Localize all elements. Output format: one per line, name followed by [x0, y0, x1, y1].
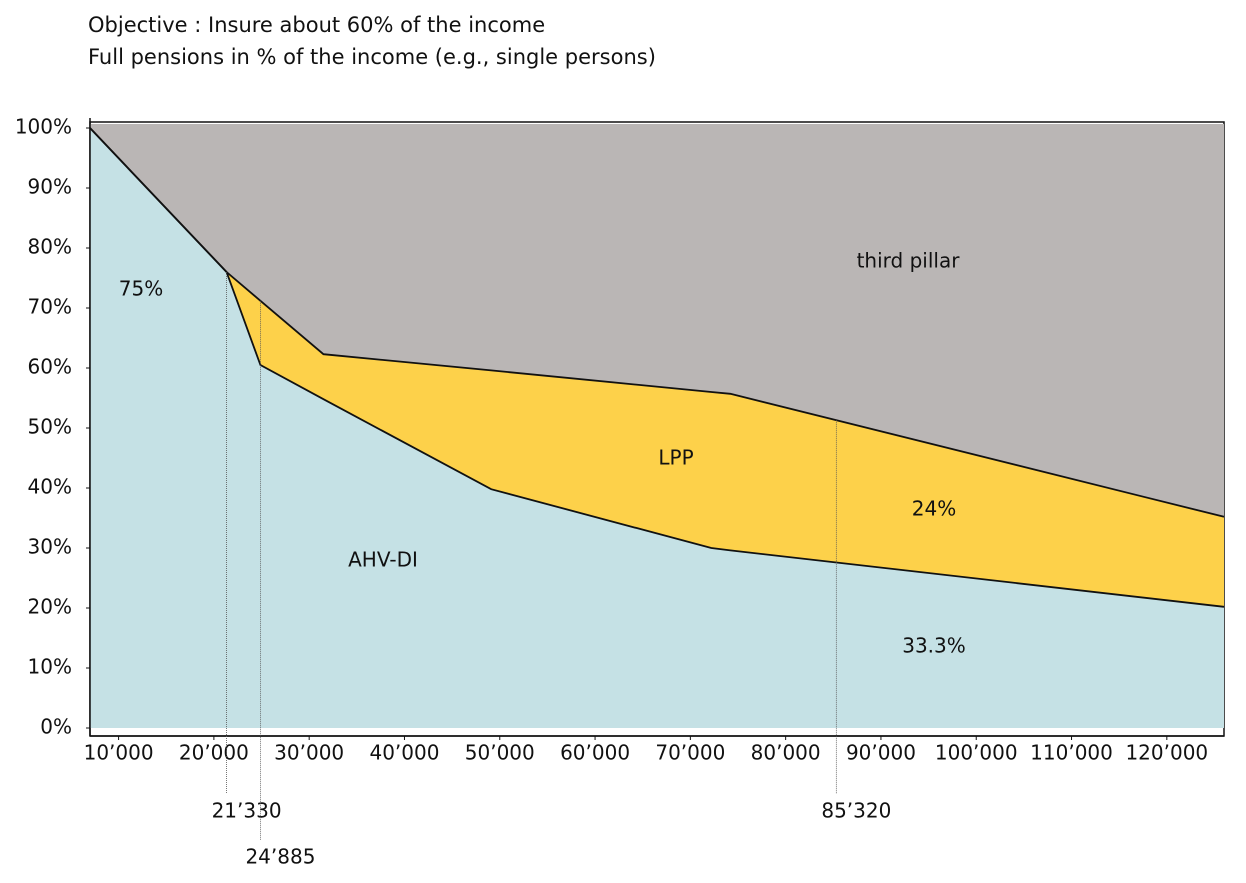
x-tick-label: 40’000 [369, 741, 439, 765]
x-tick-label: 70’000 [655, 741, 725, 765]
annotation: AHV-DI [348, 548, 418, 572]
y-tick-label: 60% [28, 355, 72, 379]
y-tick-label: 30% [28, 535, 72, 559]
chart-title: Objective : Insure about 60% of the inco… [88, 13, 545, 37]
top-area [90, 124, 1224, 517]
annotation: LPP [658, 446, 693, 470]
y-tick-label: 0% [40, 715, 72, 739]
marker-label: 21’330 [212, 799, 282, 823]
y-tick-label: 40% [28, 475, 72, 499]
x-tick-label: 120’000 [1125, 741, 1208, 765]
x-tick-label: 50’000 [465, 741, 535, 765]
marker-label: 24’885 [245, 845, 315, 869]
y-tick-label: 90% [28, 175, 72, 199]
area [90, 128, 1224, 607]
x-tick-label: 90’000 [846, 741, 916, 765]
x-tick-label: 30’000 [274, 741, 344, 765]
annotation: 24% [912, 497, 956, 521]
annotation: 33.3% [902, 634, 966, 658]
x-tick-label: 60’000 [560, 741, 630, 765]
area [90, 128, 1224, 728]
y-tick-label: 10% [28, 655, 72, 679]
y-tick-label: 100% [15, 115, 72, 139]
annotation: 75% [119, 277, 163, 301]
x-tick-label: 80’000 [751, 741, 821, 765]
y-tick-label: 80% [28, 235, 72, 259]
x-tick-label: 110’000 [1030, 741, 1113, 765]
annotation: third pillar [857, 249, 961, 273]
y-tick-label: 50% [28, 415, 72, 439]
chart-subtitle: Full pensions in % of the income (e.g., … [88, 45, 656, 69]
boundary-line [89, 127, 1225, 518]
boundary-line [89, 127, 1225, 608]
x-tick-label: 100’000 [935, 741, 1018, 765]
x-tick-label: 20’000 [179, 741, 249, 765]
y-tick-label: 70% [28, 295, 72, 319]
y-tick-label: 20% [28, 595, 72, 619]
x-tick-label: 10’000 [84, 741, 154, 765]
marker-label: 85’320 [821, 799, 891, 823]
